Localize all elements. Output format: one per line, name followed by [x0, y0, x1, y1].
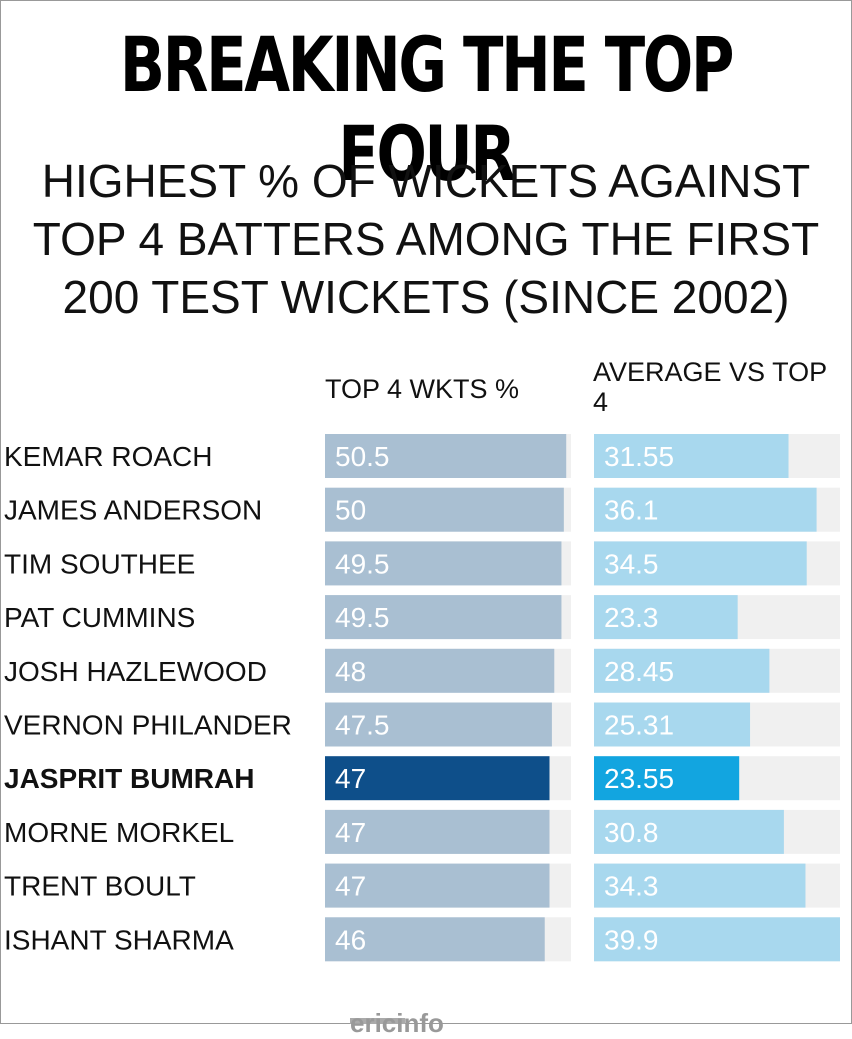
bar-value-label: 39.9: [604, 924, 659, 955]
bar-value-label: 23.3: [604, 602, 659, 633]
bar-top4-pct: [325, 702, 552, 747]
bar-value-label: 31.55: [604, 441, 674, 472]
bar-value-label: 49.5: [335, 602, 390, 633]
bar-average: [594, 917, 840, 962]
player-label: JAMES ANDERSON: [4, 495, 262, 526]
bar-average: [594, 487, 817, 532]
bar-top4-pct: [325, 756, 550, 801]
bar-average: [594, 595, 738, 640]
bar-value-label: 49.5: [335, 548, 390, 579]
bar-value-label: 34.3: [604, 871, 659, 902]
bar-top4-pct: [325, 595, 562, 640]
player-label: TRENT BOULT: [4, 871, 196, 902]
player-label: PAT CUMMINS: [4, 602, 195, 633]
bar-value-label: 47: [335, 871, 366, 902]
bar-top4-pct: [325, 863, 550, 908]
bar-value-label: 47: [335, 817, 366, 848]
bar-value-label: 50.5: [335, 441, 390, 472]
column-header-average: AVERAGE VS TOP 4: [593, 357, 827, 417]
bar-value-label: 50: [335, 495, 366, 526]
bar-value-label: 28.45: [604, 656, 674, 687]
bar-value-label: 23.55: [604, 763, 674, 794]
bar-value-label: 46: [335, 924, 366, 955]
bar-average: [594, 809, 784, 854]
player-label: MORNE MORKEL: [4, 817, 234, 848]
subtitle-line-2: TOP 4 BATTERS AMONG THE FIRST: [32, 213, 820, 265]
player-label: JOSH HAZLEWOOD: [4, 656, 267, 687]
chart-title: BREAKING THE TOP FOUR: [119, 20, 734, 198]
bar-value-label: 36.1: [604, 495, 659, 526]
bar-value-label: 25.31: [604, 710, 674, 741]
bar-top4-pct: [325, 487, 564, 532]
bar-average: [594, 434, 789, 478]
column-header-top4-wkts: TOP 4 WKTS %: [325, 374, 520, 404]
player-label: KEMAR ROACH: [4, 441, 212, 472]
bar-top4-pct: [325, 917, 545, 962]
chart-subtitle: HIGHEST % OF WICKETS AGAINST TOP 4 BATTE…: [0, 152, 852, 326]
bar-average: [594, 756, 740, 801]
bar-value-label: 34.5: [604, 548, 659, 579]
bar-value-label: 30.8: [604, 817, 659, 848]
bar-top4-pct: [325, 434, 567, 478]
bar-top4-pct: [325, 648, 555, 693]
bar-average: [594, 702, 751, 747]
player-label: TIM SOUTHEE: [4, 548, 195, 579]
subtitle-line-1: HIGHEST % OF WICKETS AGAINST: [41, 155, 811, 207]
subtitle-line-3: 200 TEST WICKETS (SINCE 2002): [62, 271, 790, 323]
bar-average: [594, 648, 770, 693]
player-label: ISHANT SHARMA: [4, 924, 234, 955]
player-label: JASPRIT BUMRAH: [4, 763, 254, 794]
bar-value-label: 47.5: [335, 710, 390, 741]
player-label: VERNON PHILANDER: [4, 710, 292, 741]
bar-average: [594, 863, 806, 908]
bar-value-label: 47: [335, 763, 366, 794]
bar-average: [594, 541, 807, 586]
bar-top4-pct: [325, 541, 562, 586]
bar-value-label: 48: [335, 656, 366, 687]
watermark-logo-bar: [350, 1018, 405, 1024]
bar-top4-pct: [325, 809, 550, 854]
